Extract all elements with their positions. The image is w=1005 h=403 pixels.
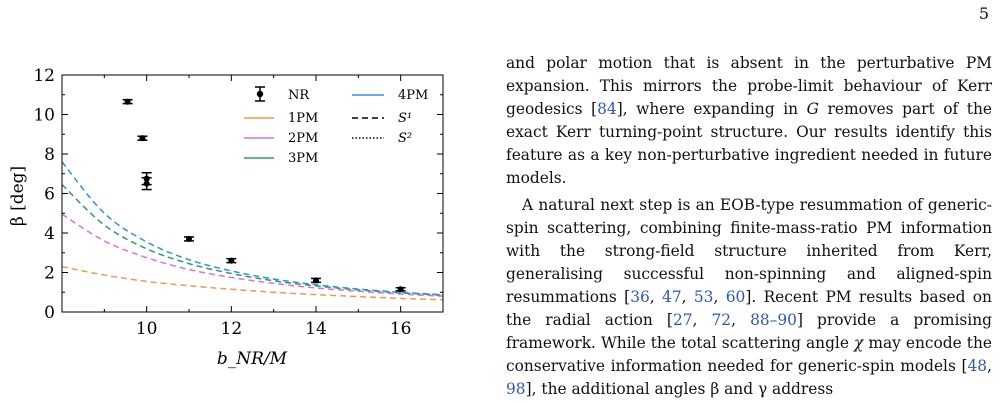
nr-data-point	[395, 286, 406, 293]
legend-s2: S²	[398, 131, 412, 146]
pm-curves	[62, 161, 443, 301]
citation-link[interactable]: 60	[725, 288, 746, 306]
x-axis-label: b_NR/M	[217, 349, 288, 369]
x-tick-label: 16	[390, 319, 412, 339]
scattering-angle-figure: 10 12 14 16 0 2 4 6 8 10 12 b_NR/M β [deg] NR 1PM…	[8, 66, 444, 369]
x-axis-ticks: 10 12 14 16	[103, 75, 444, 339]
citation-link[interactable]: 47	[662, 288, 682, 306]
legend-nr: NR	[288, 88, 310, 103]
legend-3pm: 3PM	[288, 151, 318, 166]
citation-link[interactable]: 48	[967, 357, 988, 375]
legend-2pm: 2PM	[288, 131, 318, 146]
series-1pm-line	[62, 265, 443, 301]
citation-link[interactable]: 88–90	[750, 311, 797, 329]
y-axis-ticks: 0 2 4 6 8 10 12	[33, 66, 443, 323]
paragraph-1: and polar motion that is absent in the p…	[506, 54, 993, 187]
series-3pm-line	[62, 184, 443, 296]
legend-1pm: 1PM	[288, 111, 318, 126]
plot-frame	[61, 74, 444, 313]
y-tick-label: 6	[44, 185, 55, 205]
series-4pm-line	[62, 161, 443, 296]
paragraph-2: A natural next step is an EOB-type resum…	[506, 196, 993, 398]
citation-link[interactable]: 27	[672, 311, 693, 329]
y-tick-label: 8	[44, 145, 55, 165]
y-tick-label: 10	[33, 106, 55, 126]
nr-data-point	[311, 277, 321, 284]
body-text: and polar motion that is absent in the p…	[506, 52, 992, 401]
page-number: 5	[978, 4, 989, 23]
y-tick-label: 12	[33, 66, 55, 86]
citation-link[interactable]: 36	[630, 288, 650, 306]
x-tick-label: 14	[305, 319, 327, 339]
citation-link[interactable]: 84	[597, 100, 617, 118]
y-axis-label: β [deg]	[8, 166, 28, 226]
legend-4pm: 4PM	[398, 88, 428, 103]
citation-link[interactable]: 72	[711, 311, 732, 329]
nr-data-point	[141, 176, 152, 191]
nr-data-point	[122, 98, 133, 105]
nr-data-point	[226, 257, 237, 264]
y-tick-label: 4	[44, 224, 55, 244]
legend: NR 1PM 2PM 3PM 4PM S¹ S²	[244, 86, 428, 166]
x-tick-label: 10	[136, 319, 158, 339]
legend-nr-marker	[255, 86, 265, 102]
y-tick-label: 2	[44, 264, 55, 284]
nr-data-point	[137, 135, 148, 142]
citation-link[interactable]: 53	[693, 288, 714, 306]
nr-points	[122, 98, 406, 293]
citation-link[interactable]: 98	[506, 380, 526, 398]
x-tick-label: 12	[221, 319, 243, 339]
y-tick-label: 0	[44, 303, 55, 323]
legend-s1: S¹	[398, 111, 412, 126]
series-2pm-line	[62, 213, 443, 297]
nr-data-point	[184, 235, 194, 242]
